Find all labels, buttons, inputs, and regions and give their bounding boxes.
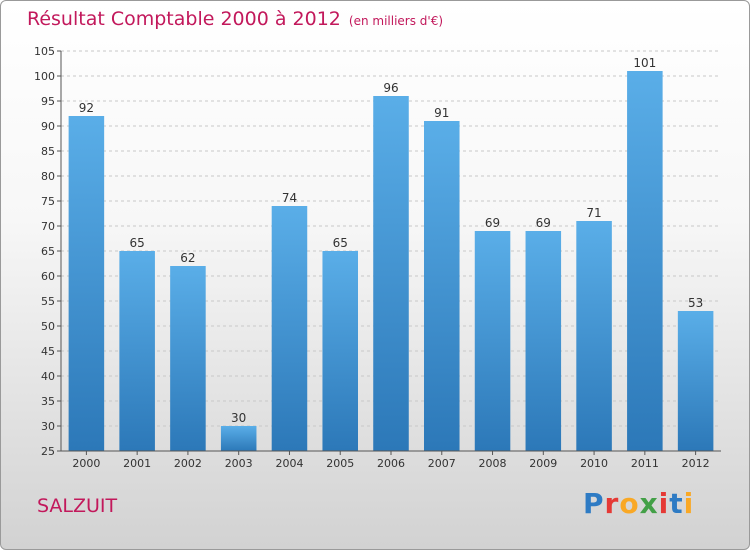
bars: 92 65 62 30 74 65 96 91 69 69 71 101 53 [68,56,714,451]
x-tick-label: 2001 [123,457,151,470]
bar-value-label: 65 [130,236,145,250]
bar-value-label: 62 [180,251,195,265]
y-tick-label: 30 [41,420,55,433]
x-tick-label: 2004 [275,457,303,470]
bar [525,231,562,451]
x-tick-label: 2006 [377,457,405,470]
bar [220,426,257,451]
chart-title-block: Résultat Comptable 2000 à 2012 (en millie… [27,8,443,30]
y-axis: 25 30 35 40 45 50 55 60 65 70 75 80 85 90 95 100 105 [34,45,62,458]
bar [68,116,105,451]
bar [271,206,308,451]
chart-subtitle: (en milliers d'€) [348,14,444,28]
y-tick-label: 50 [41,320,55,333]
bar-value-label: 71 [586,206,601,220]
y-tick-label: 70 [41,220,55,233]
bar [322,251,358,451]
bar [424,121,460,451]
logo-letter: i [683,487,695,520]
y-tick-label: 95 [41,95,55,108]
x-tick-label: 2005 [326,457,354,470]
bar [373,96,409,451]
y-tick-label: 55 [41,295,55,308]
bar [627,71,663,451]
logo-letter: r [604,487,620,520]
logo-letter: x [639,487,659,520]
y-tick-label: 85 [41,145,55,158]
bar-value-label: 74 [282,191,297,205]
x-tick-label: 2002 [174,457,202,470]
location-label: SALZUIT [37,495,118,517]
bar-value-label: 53 [688,296,703,310]
y-tick-label: 90 [41,120,55,133]
proxiti-logo: Proxiti [583,487,694,520]
x-tick-label: 2012 [682,457,710,470]
logo-letter: i [658,487,670,520]
y-tick-label: 45 [41,345,55,358]
y-tick-label: 100 [34,70,55,83]
bar-value-label: 69 [485,216,500,230]
bar [119,251,155,451]
bar-value-label: 96 [383,81,398,95]
chart-title: Résultat Comptable 2000 à 2012 [27,8,341,30]
bar-value-label: 69 [536,216,551,230]
y-tick-label: 75 [41,195,55,208]
y-tick-label: 60 [41,270,55,283]
y-tick-label: 35 [41,395,55,408]
y-tick-label: 40 [41,370,55,383]
logo-letter: o [619,487,640,520]
bar [170,266,206,451]
bar [576,221,612,451]
x-tick-label: 2009 [529,457,557,470]
logo-letter: P [583,487,605,520]
x-tick-label: 2003 [225,457,253,470]
x-tick-label: 2011 [631,457,659,470]
bar [677,311,714,451]
logo-letter: t [669,487,684,520]
x-tick-label: 2000 [72,457,100,470]
y-tick-label: 80 [41,170,55,183]
bar-value-label: 30 [231,411,246,425]
x-tick-label: 2007 [428,457,456,470]
x-tick-label: 2010 [580,457,608,470]
bar [474,231,511,451]
bar-value-label: 65 [333,236,348,250]
x-tick-label: 2008 [479,457,507,470]
y-tick-label: 65 [41,245,55,258]
bar-value-label: 101 [633,56,656,70]
y-tick-label: 25 [41,445,55,458]
bar-value-label: 92 [79,101,94,115]
y-tick-label: 105 [34,45,55,58]
x-axis: 2000 2001 2002 2003 2004 2005 2006 2007 2008 2009… [61,450,721,470]
bar-value-label: 91 [434,106,449,120]
